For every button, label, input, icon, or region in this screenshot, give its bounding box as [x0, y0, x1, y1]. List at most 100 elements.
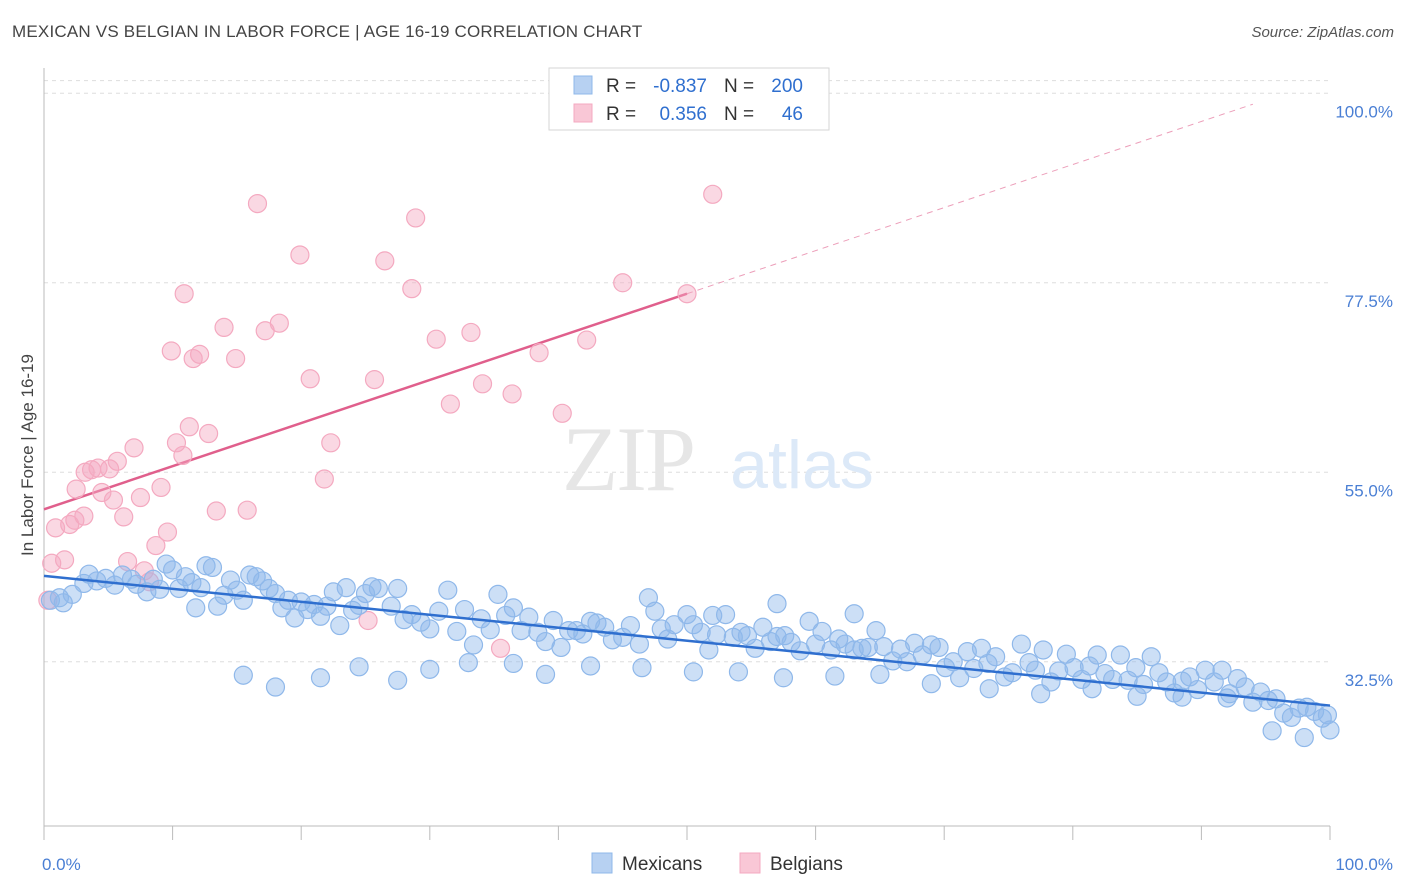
- mexican-point: [703, 605, 723, 626]
- mexican-point: [580, 656, 601, 676]
- mexican-point: [1320, 720, 1340, 740]
- mexican-point: [728, 662, 749, 682]
- belgian-trend-extension: [686, 103, 1253, 295]
- watermark-zip: ZIP: [562, 408, 694, 510]
- mexican-point: [1212, 660, 1232, 680]
- mexican-point: [929, 637, 949, 658]
- mexican-point: [1126, 658, 1146, 678]
- mexican-point: [336, 578, 356, 598]
- bottom-legend-label-mexicans: Mexicans: [622, 854, 702, 875]
- y-tick-label-0: 32.5%: [1345, 671, 1393, 690]
- belgian-point: [173, 445, 193, 466]
- watermark: ZIP atlas: [562, 408, 874, 510]
- y-tick-label-2: 77.5%: [1345, 292, 1393, 311]
- mexican-point: [905, 633, 925, 653]
- belgian-trend-line: [43, 292, 688, 511]
- mexican-point: [767, 626, 787, 647]
- mexican-point: [1312, 708, 1332, 728]
- mexican-point: [323, 582, 343, 602]
- y-tick-label-3: 100.0%: [1335, 102, 1393, 121]
- mexican-point: [503, 653, 523, 674]
- belgian-point: [440, 394, 460, 414]
- mexican-point: [551, 637, 571, 658]
- mexican-point: [368, 578, 388, 599]
- mexican-point: [921, 674, 941, 694]
- legend-n-value-belgians: 46: [782, 104, 803, 125]
- belgian-point: [179, 417, 199, 437]
- mexican-point: [488, 584, 508, 604]
- legend-r-label-mexicans: R =: [606, 76, 636, 97]
- mexican-point: [208, 596, 228, 616]
- mexican-point: [1064, 658, 1084, 678]
- legend-r-label-belgians: R =: [606, 104, 636, 125]
- belgian-point: [290, 245, 310, 265]
- x-tick-label-1: 100.0%: [1335, 855, 1393, 874]
- stats-legend: R = -0.837 N = 200 R = 0.356 N = 46: [548, 67, 830, 131]
- bottom-legend-swatch-mexicans: [591, 852, 613, 874]
- mexican-point: [388, 578, 408, 599]
- belgian-point: [124, 438, 144, 458]
- mexican-point: [1262, 721, 1282, 741]
- mexican-point: [143, 569, 163, 589]
- belgian-point: [45, 518, 66, 538]
- mexican-point: [760, 631, 781, 652]
- series-legend: Mexicans Belgians: [591, 852, 843, 875]
- mexican-point: [858, 637, 878, 658]
- belgian-point: [529, 343, 549, 363]
- mexican-point: [645, 601, 665, 621]
- mexican-point: [829, 629, 849, 649]
- belgian-point: [92, 482, 112, 503]
- mexican-point: [1141, 647, 1161, 667]
- mexican-point: [957, 642, 977, 662]
- mexican-point: [202, 557, 223, 578]
- belgian-point: [214, 317, 234, 338]
- belgian-point: [190, 344, 210, 364]
- belgian-point: [74, 506, 94, 526]
- belgian-point: [66, 479, 86, 499]
- mexican-point: [874, 637, 894, 657]
- mexican-point: [812, 621, 832, 642]
- mexican-point: [543, 610, 563, 631]
- mexican-point: [265, 677, 286, 697]
- belgian-point: [206, 501, 226, 521]
- mexican-point: [1011, 634, 1031, 654]
- mexican-point: [1033, 640, 1053, 660]
- mexican-point: [677, 605, 697, 625]
- mexican-point: [233, 590, 253, 610]
- belgian-point: [677, 284, 697, 304]
- mexican-point: [1087, 645, 1107, 665]
- source-label: Source: ZipAtlas.com: [1251, 24, 1394, 41]
- mexican-point: [503, 598, 523, 618]
- mexican-point: [362, 577, 382, 597]
- belgian-point: [613, 273, 633, 293]
- mexican-point: [535, 664, 556, 685]
- belgian-point: [314, 469, 334, 489]
- belgian-point: [300, 369, 320, 389]
- mexican-point: [767, 594, 787, 614]
- mexican-point: [1082, 679, 1102, 699]
- mexican-point: [186, 598, 206, 618]
- belgian-point: [321, 433, 341, 453]
- mexican-point: [921, 635, 941, 655]
- mexican-point: [454, 599, 475, 620]
- mexican-point: [979, 679, 999, 699]
- belgian-point: [364, 370, 385, 390]
- mexican-point: [310, 606, 331, 626]
- mexican-point: [664, 615, 684, 635]
- mexican-point: [1133, 674, 1154, 695]
- mexican-point: [706, 625, 727, 645]
- mexican-points-group: [40, 554, 1340, 748]
- belgian-point: [130, 487, 151, 508]
- mexican-point: [825, 666, 845, 686]
- mexican-point: [632, 658, 652, 678]
- mexican-point: [1019, 653, 1039, 673]
- belgian-point: [269, 313, 289, 333]
- mexican-point: [978, 653, 998, 674]
- mexican-point: [870, 664, 890, 685]
- mexican-point: [1049, 661, 1069, 681]
- belgian-point: [237, 500, 257, 520]
- mexican-point: [233, 665, 253, 685]
- belgian-point: [174, 284, 194, 304]
- mexican-point: [310, 668, 331, 688]
